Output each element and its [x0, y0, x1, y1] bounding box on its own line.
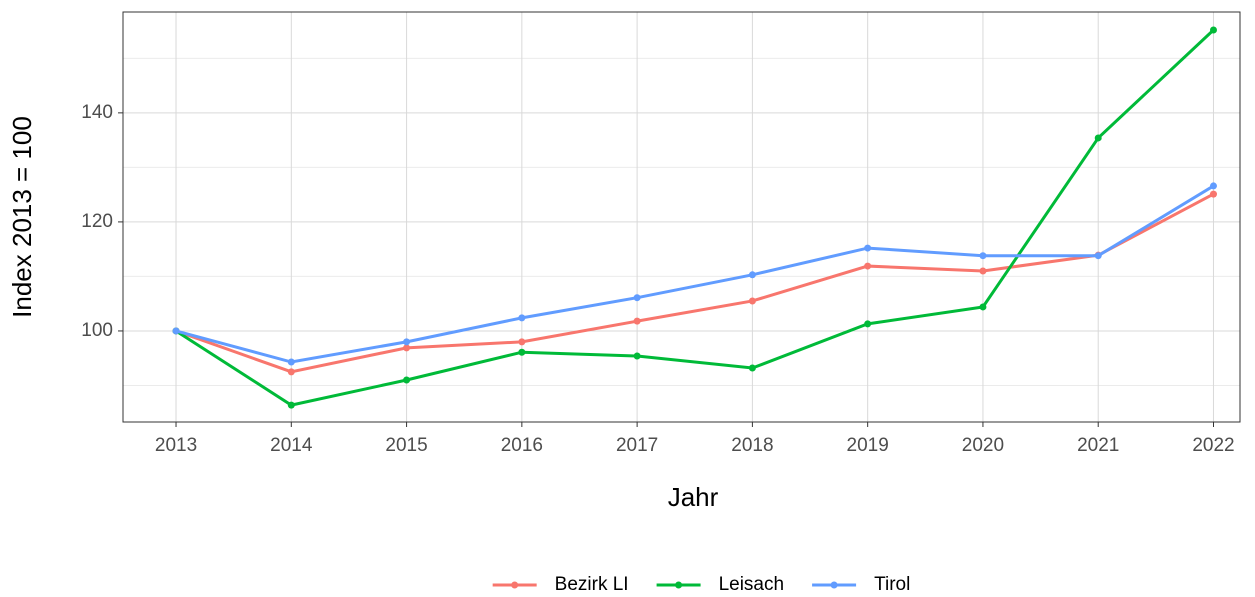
x-tick-label: 2016: [501, 435, 543, 456]
point: [1209, 182, 1217, 190]
point: [287, 401, 295, 409]
point: [633, 317, 641, 325]
y-axis-title: Index 2013 = 100: [7, 116, 37, 318]
x-tick-label: 2022: [1192, 435, 1234, 456]
legend-label: Bezirk LI: [555, 574, 629, 595]
point: [403, 338, 411, 346]
point: [979, 267, 987, 275]
point: [979, 252, 987, 260]
y-tick-label: 140: [81, 102, 113, 123]
line: [175, 184, 1215, 364]
point: [1094, 134, 1102, 142]
line: [175, 28, 1215, 407]
legend-key-point: [830, 581, 838, 589]
line: [175, 192, 1215, 374]
point: [979, 303, 987, 311]
point: [748, 297, 756, 305]
y-tick-label: 120: [81, 211, 113, 232]
x-tick-label: 2013: [155, 435, 197, 456]
x-axis-title: Jahr: [668, 482, 719, 512]
point: [864, 320, 872, 328]
point: [172, 327, 180, 335]
x-tick-label: 2020: [962, 435, 1004, 456]
point: [748, 271, 756, 279]
legend-label: Leisach: [719, 574, 785, 595]
point: [287, 358, 295, 366]
point: [633, 294, 641, 302]
point: [1094, 252, 1102, 260]
point: [403, 344, 411, 352]
x-tick-label: 2017: [616, 435, 658, 456]
y-tick-label: 100: [81, 320, 113, 341]
x-tick-label: 2018: [731, 435, 773, 456]
point: [518, 348, 526, 356]
point: [748, 364, 756, 372]
point: [287, 368, 295, 376]
legend-key-point: [511, 581, 519, 589]
x-tick-label: 2019: [847, 435, 889, 456]
legend-key-point: [675, 581, 683, 589]
x-tick-label: 2021: [1077, 435, 1119, 456]
point: [403, 376, 411, 384]
point: [1209, 190, 1217, 198]
point: [864, 262, 872, 270]
x-tick-label: 2014: [270, 435, 313, 456]
point: [864, 244, 872, 252]
plot-border: [122, 11, 1241, 423]
point: [633, 352, 641, 360]
point: [518, 314, 526, 322]
legend-label: Tirol: [874, 574, 910, 595]
x-tick-label: 2015: [385, 435, 427, 456]
point: [1209, 26, 1217, 34]
point: [518, 338, 526, 346]
